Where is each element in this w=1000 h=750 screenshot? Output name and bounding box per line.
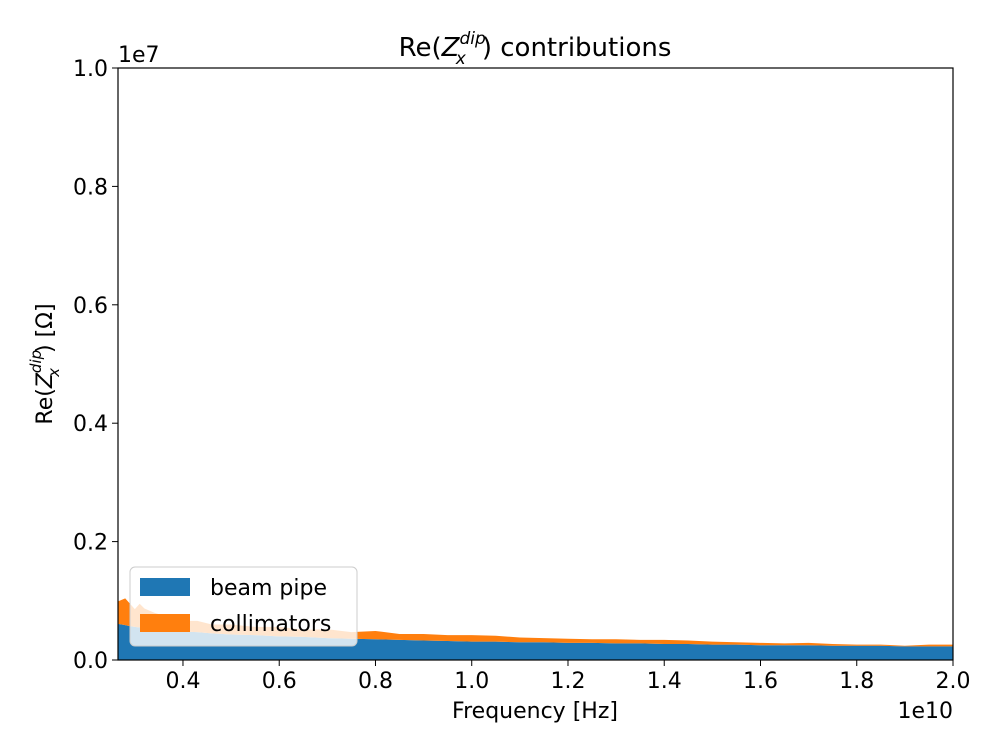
y-tick-label: 0.8 xyxy=(73,175,108,200)
y-tick-label: 0.6 xyxy=(73,294,108,319)
x-axis: 0.4 0.6 0.8 1.0 1.2 1.4 1.6 1.8 2.0 xyxy=(165,660,971,694)
ylabel-var: Z xyxy=(33,372,58,389)
title-post: ) contributions xyxy=(482,33,672,63)
y-tick-label: 0.4 xyxy=(73,412,108,437)
legend-label-beam-pipe: beam pipe xyxy=(210,576,327,601)
title-sub: x xyxy=(455,49,467,69)
y-axis-label: Re(Zdipx ) [Ω] xyxy=(27,303,63,424)
x-tick-label: 2.0 xyxy=(936,669,971,694)
ylabel-post: ) [Ω] xyxy=(33,303,58,353)
x-offset-label: 1e10 xyxy=(897,699,953,724)
legend-swatch-beam-pipe xyxy=(140,578,190,596)
plot-frame xyxy=(117,67,954,661)
legend-swatch-collimators xyxy=(140,614,190,632)
x-tick-label: 1.2 xyxy=(550,669,585,694)
x-tick-label: 0.4 xyxy=(165,669,200,694)
title-sup: dip xyxy=(459,29,486,49)
title-pre: Re( xyxy=(399,33,442,63)
y-tick-label: 1.0 xyxy=(73,57,108,82)
ylabel-sub: x xyxy=(45,368,63,378)
ylabel-pre: Re( xyxy=(33,388,58,424)
x-tick-label: 1.8 xyxy=(839,669,874,694)
area-beam-pipe xyxy=(118,623,953,660)
title-var: Z xyxy=(441,33,461,63)
chart-title: Re(Zdip x ) contributions xyxy=(399,29,672,69)
y-tick-label: 0.2 xyxy=(73,531,108,556)
x-axis-label: Frequency [Hz] xyxy=(452,699,618,724)
y-tick-label: 0.0 xyxy=(73,649,108,674)
legend: beam pipe collimators xyxy=(129,566,358,647)
plot-area xyxy=(118,68,953,660)
x-tick-label: 1.4 xyxy=(647,669,682,694)
legend-label-collimators: collimators xyxy=(210,612,331,637)
y-axis: 0.0 0.2 0.4 0.6 0.8 1.0 xyxy=(73,57,118,674)
x-tick-label: 1.6 xyxy=(743,669,778,694)
x-tick-label: 0.8 xyxy=(358,669,393,694)
ylabel-sup: dip xyxy=(27,350,45,373)
y-offset-label: 1e7 xyxy=(118,43,160,68)
x-tick-label: 0.6 xyxy=(262,669,297,694)
x-tick-label: 1.0 xyxy=(454,669,489,694)
